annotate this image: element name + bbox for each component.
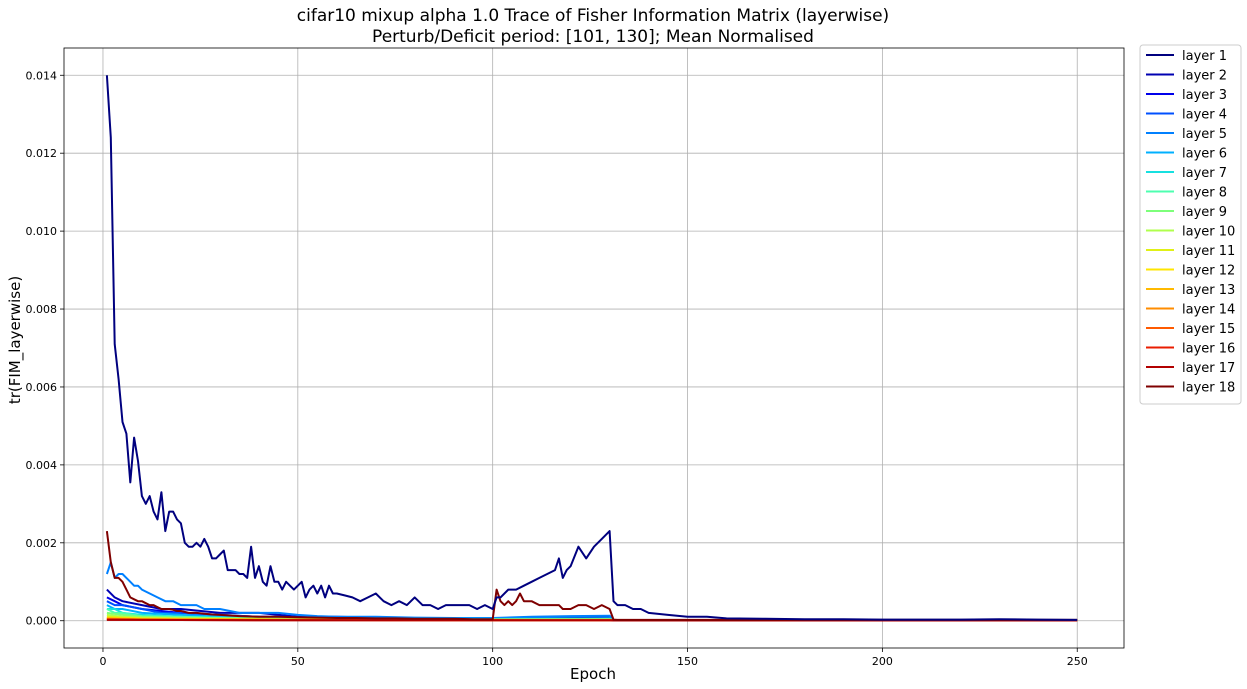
x-axis-label: Epoch (570, 665, 616, 683)
legend-label: layer 17 (1182, 361, 1235, 376)
legend-label: layer 7 (1182, 166, 1227, 181)
x-tick-label: 100 (482, 655, 503, 668)
x-tick-label: 250 (1067, 655, 1088, 668)
legend-label: layer 15 (1182, 322, 1235, 337)
legend-label: layer 2 (1182, 69, 1227, 84)
grid (64, 48, 1124, 648)
legend-label: layer 9 (1182, 205, 1227, 220)
y-tick-label: 0.004 (26, 459, 58, 472)
y-tick-label: 0.000 (26, 615, 58, 628)
legend-label: layer 4 (1182, 108, 1227, 123)
legend-label: layer 16 (1182, 342, 1235, 357)
legend-label: layer 12 (1182, 264, 1235, 279)
x-tick-label: 150 (677, 655, 698, 668)
legend-label: layer 5 (1182, 127, 1227, 142)
x-tick-label: 200 (872, 655, 893, 668)
legend-label: layer 3 (1182, 88, 1227, 103)
legend-label: layer 18 (1182, 381, 1235, 396)
y-tick-label: 0.010 (26, 225, 58, 238)
y-tick-label: 0.008 (26, 303, 58, 316)
plot-area-frame (63, 47, 1125, 649)
x-axis-ticks: 0 50 100 150 200 250 (99, 648, 1088, 668)
y-tick-label: 0.006 (26, 381, 58, 394)
y-axis-ticks: 0.000 0.002 0.004 0.006 0.008 0.010 0.012 0.014 (26, 69, 64, 628)
series-line-layer-1 (105, 75, 1078, 621)
legend-label: layer 6 (1182, 147, 1227, 162)
y-axis-label: tr(FIM_layerwise) (6, 276, 25, 404)
series-lines (105, 75, 1078, 622)
y-tick-label: 0.014 (26, 69, 58, 82)
chart-subtitle: Perturb/Deficit period: [101, 130]; Mean… (372, 27, 814, 47)
legend-label: layer 10 (1182, 225, 1235, 240)
legend-label: layer 1 (1182, 49, 1227, 64)
legend-label: layer 8 (1182, 186, 1227, 201)
chart-title: cifar10 mixup alpha 1.0 Trace of Fisher … (297, 6, 889, 26)
legend-label: layer 14 (1182, 303, 1235, 318)
legend: layer 1 layer 2 layer 3 layer 4 layer 5 layer… (1139, 44, 1242, 405)
x-tick-label: 50 (291, 655, 305, 668)
legend-label: layer 11 (1182, 244, 1235, 259)
series-line-layer-5 (105, 561, 1078, 622)
legend-frame (1139, 44, 1242, 405)
series-line-layer-18 (105, 530, 1078, 621)
legend-label: layer 13 (1182, 283, 1235, 298)
y-tick-label: 0.002 (26, 537, 58, 550)
y-tick-label: 0.012 (26, 147, 58, 160)
x-tick-label: 0 (99, 655, 106, 668)
